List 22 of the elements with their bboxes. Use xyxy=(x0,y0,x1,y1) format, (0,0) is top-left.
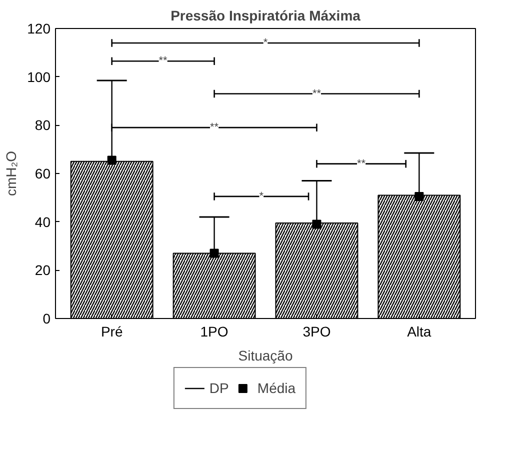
x-tick-label: 3PO xyxy=(302,324,331,340)
y-tick-label: 0 xyxy=(42,310,51,326)
y-tick-label: 40 xyxy=(34,214,51,230)
x-tick-label: Pré xyxy=(100,324,123,340)
chart-title: Pressão Inspiratória Máxima xyxy=(170,8,361,24)
legend-label: Média xyxy=(257,380,296,396)
annotation: ** xyxy=(158,55,168,68)
x-tick-label: Alta xyxy=(407,324,432,340)
y-tick-label: 120 xyxy=(27,20,51,36)
annotation: ** xyxy=(357,158,366,170)
x-axis-title: Situação xyxy=(238,348,293,364)
y-tick-label: 100 xyxy=(27,68,51,85)
y-tick-label: 20 xyxy=(34,262,51,278)
text: DP xyxy=(209,380,230,396)
y-axis-title: cmH₂O xyxy=(3,150,20,196)
annotation: ** xyxy=(312,88,322,100)
annotation: * xyxy=(259,190,264,202)
x-tick-label: 1PO xyxy=(200,324,228,340)
y-tick-label: 60 xyxy=(34,166,51,182)
annotation: * xyxy=(263,37,268,49)
annotation: ** xyxy=(210,122,220,134)
y-tick-label: 80 xyxy=(34,117,51,134)
